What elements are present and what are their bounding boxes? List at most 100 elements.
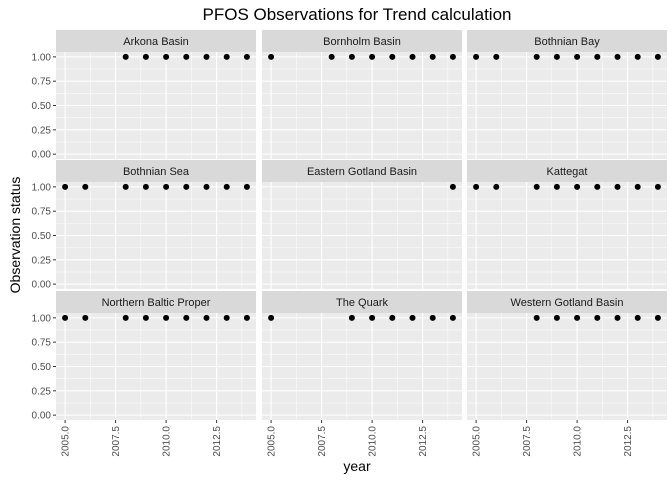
facet-strip <box>262 30 462 52</box>
facet-strip <box>467 291 667 313</box>
data-point <box>203 53 210 60</box>
x-tick-label: 2010.0 <box>573 426 584 457</box>
data-point <box>223 314 230 321</box>
data-point <box>553 53 560 60</box>
data-point <box>223 183 230 190</box>
data-point <box>594 53 601 60</box>
facet-strip-label: Western Gotland Basin <box>511 297 624 309</box>
data-point <box>62 183 69 190</box>
x-tick-label: 2010.0 <box>368 426 379 457</box>
facet-arkona-basin: Arkona Basin 0.00 0.25 0.50 0.75 1.00 <box>32 30 256 161</box>
x-tick-label: 2005.0 <box>472 426 483 457</box>
data-point <box>614 53 621 60</box>
facet-strip-label: The Quark <box>336 297 388 309</box>
x-tick-label: 2012.5 <box>212 426 223 457</box>
data-point <box>449 314 456 321</box>
data-point <box>142 53 149 60</box>
data-point <box>243 314 250 321</box>
x-tick-label: 2012.5 <box>623 426 634 457</box>
data-point <box>493 53 500 60</box>
data-point <box>183 53 190 60</box>
data-point <box>654 183 661 190</box>
facet-strip-label: Bothnian Bay <box>534 36 600 48</box>
facet-strip-label: Bothnian Sea <box>123 166 190 178</box>
y-tick-label: 0.00 <box>32 280 52 291</box>
data-point <box>203 183 210 190</box>
y-tick-label: 0.25 <box>32 255 52 266</box>
facet-strip <box>262 291 462 313</box>
data-point <box>348 314 355 321</box>
data-point <box>654 53 661 60</box>
facet-strip <box>56 30 256 52</box>
data-point <box>223 53 230 60</box>
data-point <box>429 314 436 321</box>
data-point <box>614 183 621 190</box>
facet-eastern-gotland-basin: Eastern Gotland Basin <box>262 160 462 289</box>
y-tick-label: 1.00 <box>32 52 52 63</box>
y-tick-label: 0.75 <box>32 207 52 218</box>
facet-panels: Arkona Basin 0.00 0.25 0.50 0.75 1.00 Bornholm… <box>32 30 667 457</box>
data-point <box>594 314 601 321</box>
x-tick-label: 2005.0 <box>61 426 72 457</box>
data-point <box>574 53 581 60</box>
x-tick-label: 2007.5 <box>522 426 533 457</box>
data-point <box>243 53 250 60</box>
data-point <box>348 53 355 60</box>
x-tick-label: 2010.0 <box>162 426 173 457</box>
data-point <box>243 183 250 190</box>
data-point <box>553 314 560 321</box>
data-point <box>369 53 376 60</box>
data-point <box>183 183 190 190</box>
facet-northern-baltic-proper: Northern Baltic Proper 0.00 0.25 0.50 0.75 1.… <box>32 291 256 457</box>
data-point <box>614 314 621 321</box>
facet-strip <box>262 160 462 182</box>
facet-strip <box>56 291 256 313</box>
data-point <box>82 314 89 321</box>
data-point <box>634 314 641 321</box>
y-tick-label: 1.00 <box>32 182 52 193</box>
facet-strip-label: Kattegat <box>547 166 588 178</box>
data-point <box>203 314 210 321</box>
data-point <box>268 53 275 60</box>
x-axis-title: year <box>343 458 371 474</box>
data-point <box>473 53 480 60</box>
data-point <box>122 183 129 190</box>
y-tick-label: 0.25 <box>32 125 52 136</box>
x-tick-label: 2012.5 <box>418 426 429 457</box>
facet-western-gotland-basin: Western Gotland Basin 2005.0 2007.5 2010.0 2… <box>467 291 667 457</box>
y-tick-label: 0.00 <box>32 411 52 422</box>
y-tick-label: 1.00 <box>32 313 52 324</box>
data-point <box>533 183 540 190</box>
data-point <box>449 53 456 60</box>
data-point <box>449 183 456 190</box>
data-point <box>142 183 149 190</box>
data-point <box>142 314 149 321</box>
y-tick-label: 0.50 <box>32 362 52 373</box>
y-tick-label: 0.75 <box>32 338 52 349</box>
data-point <box>62 314 69 321</box>
data-point <box>163 183 170 190</box>
data-point <box>493 183 500 190</box>
data-point <box>574 314 581 321</box>
data-point <box>409 53 416 60</box>
facet-strip-label: Eastern Gotland Basin <box>307 166 417 178</box>
facet-the-quark: The Quark 2005.0 2007.5 2010.0 2012.5 <box>262 291 462 457</box>
facet-strip-label: Northern Baltic Proper <box>102 297 211 309</box>
y-tick-label: 0.25 <box>32 386 52 397</box>
data-point <box>429 53 436 60</box>
x-tick-label: 2007.5 <box>317 426 328 457</box>
data-point <box>369 314 376 321</box>
facet-strip <box>467 160 667 182</box>
data-point <box>533 53 540 60</box>
data-point <box>163 53 170 60</box>
chart-title: PFOS Observations for Trend calculation <box>203 5 512 24</box>
data-point <box>533 314 540 321</box>
data-point <box>268 314 275 321</box>
data-point <box>634 53 641 60</box>
data-point <box>389 314 396 321</box>
data-point <box>122 53 129 60</box>
data-point <box>82 183 89 190</box>
data-point <box>553 183 560 190</box>
y-tick-label: 0.00 <box>32 150 52 161</box>
